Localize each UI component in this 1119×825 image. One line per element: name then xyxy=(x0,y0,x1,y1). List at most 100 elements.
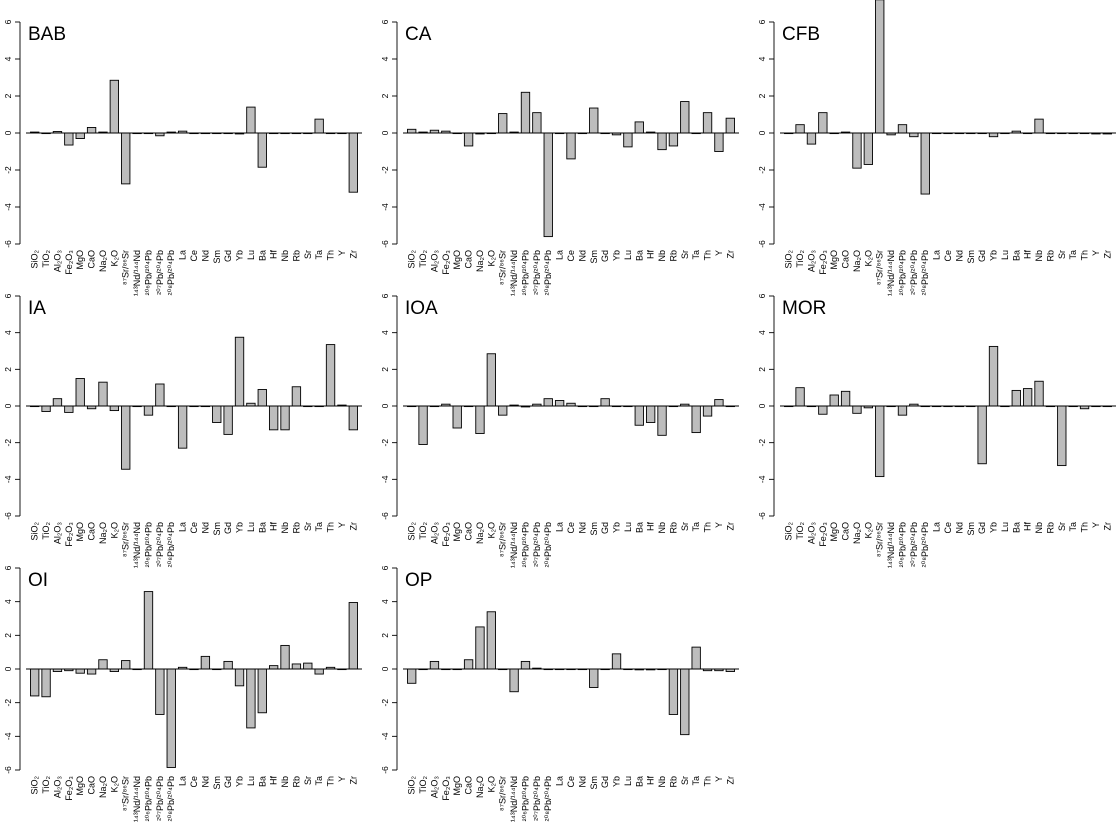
bar-oi-1 xyxy=(41,668,51,698)
x-tick-label: Fe₂O₃ xyxy=(441,250,451,275)
x-tick-label: ²⁰⁶Pb/²⁰⁴Pb xyxy=(897,250,907,295)
y-tick-label: -4 xyxy=(3,732,13,740)
bar-mor-1 xyxy=(795,387,805,407)
x-tick-label: Yb xyxy=(612,250,622,261)
bar-ia-26 xyxy=(325,344,336,407)
x-tick-label: Hf xyxy=(269,522,279,531)
x-tick-label: MgO xyxy=(829,250,839,270)
y-tick-label: -6 xyxy=(380,766,390,774)
y-tick-label: 6 xyxy=(380,19,390,24)
bar-ia-10 xyxy=(143,405,154,416)
bar-ca-12 xyxy=(543,132,553,238)
panel-title: IOA xyxy=(405,298,438,319)
x-tick-label: CaO xyxy=(464,250,474,269)
bar-ioa-17 xyxy=(600,398,610,407)
x-tick-label: Hf xyxy=(646,522,656,531)
x-tick-label: ²⁰⁶Pb/²⁰⁴Pb xyxy=(143,522,153,567)
x-tick-label: Ba xyxy=(257,522,267,533)
panel-title: CA xyxy=(405,24,432,45)
x-tick-label: Nb xyxy=(657,250,667,262)
x-tick-label: Ba xyxy=(634,776,644,787)
y-tick-label: 6 xyxy=(3,565,13,570)
x-tick-label: Rb xyxy=(291,522,301,534)
bar-mor-5 xyxy=(840,390,851,407)
x-tick-label: TiO₂ xyxy=(41,522,51,540)
x-tick-label: Fe₂O₃ xyxy=(64,522,74,547)
x-tick-label: Nb xyxy=(280,522,290,534)
bar-cfb-22 xyxy=(1034,118,1044,134)
bar-mor-22 xyxy=(1034,380,1044,407)
bar-ca-11 xyxy=(532,112,542,134)
x-tick-label: ⁸⁷Sr/⁸⁶Sr xyxy=(121,776,131,811)
y-tick-label: 6 xyxy=(380,565,390,570)
x-tick-label: Gd xyxy=(600,250,610,262)
bar-op-5 xyxy=(463,659,474,670)
x-tick-label: Sr xyxy=(303,250,313,259)
bar-cfb-1 xyxy=(795,124,805,134)
x-tick-label: Th xyxy=(326,250,336,261)
x-tick-label: CaO xyxy=(87,522,97,541)
x-tick-label: Y xyxy=(337,250,347,256)
x-tick-label: Ce xyxy=(189,250,199,262)
panel-title: OI xyxy=(28,570,48,591)
bar-oi-25 xyxy=(314,668,324,675)
x-tick-label: Rb xyxy=(1045,522,1055,534)
panel-title: IA xyxy=(28,298,46,319)
bar-ioa-27 xyxy=(714,399,724,407)
x-tick-label: Ba xyxy=(634,250,644,261)
bar-ca-22 xyxy=(657,132,667,151)
x-tick-label: SiO₂ xyxy=(407,775,417,794)
x-tick-label: ²⁰⁷Pb/²⁰⁴Pb xyxy=(532,776,542,821)
bar-ioa-1 xyxy=(418,405,428,445)
x-tick-label: Nd xyxy=(954,522,964,534)
x-tick-label: Na₂O xyxy=(475,776,485,798)
x-tick-label: ²⁰⁸Pb/²⁰⁴Pb xyxy=(543,776,553,821)
x-tick-label: Ce xyxy=(566,522,576,534)
x-tick-label: Na₂O xyxy=(98,776,108,798)
x-tick-label: Fe₂O₃ xyxy=(64,250,74,275)
x-tick-label: SiO₂ xyxy=(30,249,40,268)
bar-oi-20 xyxy=(257,668,267,714)
x-tick-label: Yb xyxy=(612,522,622,533)
x-tick-label: Th xyxy=(326,522,336,533)
panel-title: MOR xyxy=(782,298,826,319)
x-tick-label: Fe₂O₃ xyxy=(441,776,451,801)
panel-ia: -6 -4 -2 0 2 4 6 IA SiO₂ TiO₂ Al₂O₃ Fe₂O₃ MgO CaO Na₂O… xyxy=(3,293,362,568)
x-tick-label: Rb xyxy=(668,250,678,262)
x-tick-label: Sr xyxy=(680,522,690,531)
x-tick-label: Th xyxy=(703,250,713,261)
x-tick-label: Sm xyxy=(589,776,599,790)
x-tick-label: Ce xyxy=(943,250,953,262)
x-tick-label: SiO₂ xyxy=(30,775,40,794)
bar-ioa-25 xyxy=(691,405,701,434)
x-tick-label: Y xyxy=(337,776,347,782)
y-tick-label: 0 xyxy=(380,130,390,135)
x-tick-label: ²⁰⁷Pb/²⁰⁴Pb xyxy=(155,522,165,567)
x-tick-label: ²⁰⁸Pb/²⁰⁴Pb xyxy=(543,522,553,567)
bar-ia-4 xyxy=(75,378,85,407)
bar-op-9 xyxy=(509,668,519,693)
y-tick-label: 2 xyxy=(380,93,390,98)
x-tick-label: ²⁰⁶Pb/²⁰⁴Pb xyxy=(143,776,153,821)
x-tick-label: Sm xyxy=(212,250,222,264)
x-tick-label: Rb xyxy=(291,250,301,262)
x-tick-label: SiO₂ xyxy=(407,249,417,268)
x-tick-label: Yb xyxy=(235,250,245,261)
bar-ia-18 xyxy=(234,336,245,407)
bar-ia-8 xyxy=(121,405,131,470)
x-tick-label: ¹⁴³Nd/¹⁴⁴Nd xyxy=(132,250,142,296)
bar-cfb-3 xyxy=(818,112,828,134)
x-tick-label: Ta xyxy=(314,250,324,260)
x-tick-label: Sm xyxy=(589,522,599,536)
y-tick-label: -4 xyxy=(757,203,767,211)
x-tick-label: MgO xyxy=(452,776,462,796)
bar-cfb-7 xyxy=(863,132,874,165)
x-tick-label: Sr xyxy=(1057,522,1067,531)
bar-ca-24 xyxy=(680,101,690,134)
x-tick-label: Nd xyxy=(954,250,964,262)
bar-op-25 xyxy=(691,646,701,670)
y-tick-label: -6 xyxy=(3,766,13,774)
x-tick-label: Nb xyxy=(657,522,667,534)
x-tick-label: MgO xyxy=(829,522,839,542)
x-tick-label: Sr xyxy=(303,522,313,531)
